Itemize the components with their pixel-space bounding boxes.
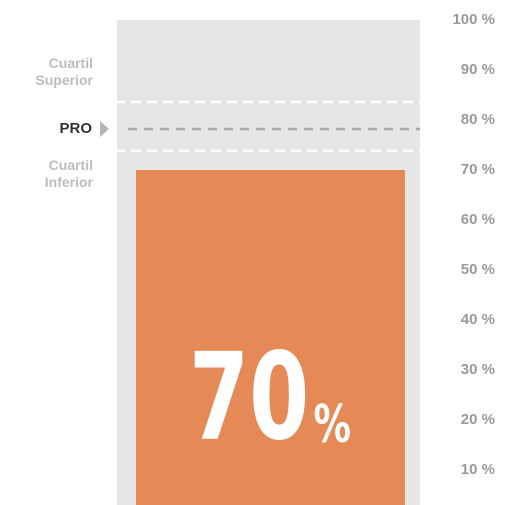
reference-label: Cuartil Inferior xyxy=(41,157,94,190)
value-unit: % xyxy=(314,393,352,454)
pro-arrow xyxy=(100,121,109,137)
y-tick-label: 60 % xyxy=(461,211,495,228)
label-line: Cuartil xyxy=(49,55,93,71)
label-line: Inferior xyxy=(41,174,94,190)
y-tick-label: 40 % xyxy=(461,311,495,328)
reference-label: PRO xyxy=(59,120,92,137)
y-tick-label: 50 % xyxy=(461,261,495,278)
label-line: Superior xyxy=(32,72,94,88)
reference-label: Cuartil Superior xyxy=(32,55,94,88)
value-label: 70% xyxy=(189,327,351,467)
y-tick-label: 80 % xyxy=(461,111,495,128)
bar xyxy=(136,170,405,505)
label-line: Cuartil xyxy=(49,157,93,173)
y-tick-label: 10 % xyxy=(461,461,495,478)
y-tick-label: 70 % xyxy=(461,161,495,178)
y-tick-label: 100 % xyxy=(452,11,495,28)
y-tick-label: 20 % xyxy=(461,411,495,428)
y-tick-label: 90 % xyxy=(461,61,495,78)
value-number: 70 xyxy=(189,327,309,467)
y-tick-label: 30 % xyxy=(461,361,495,378)
